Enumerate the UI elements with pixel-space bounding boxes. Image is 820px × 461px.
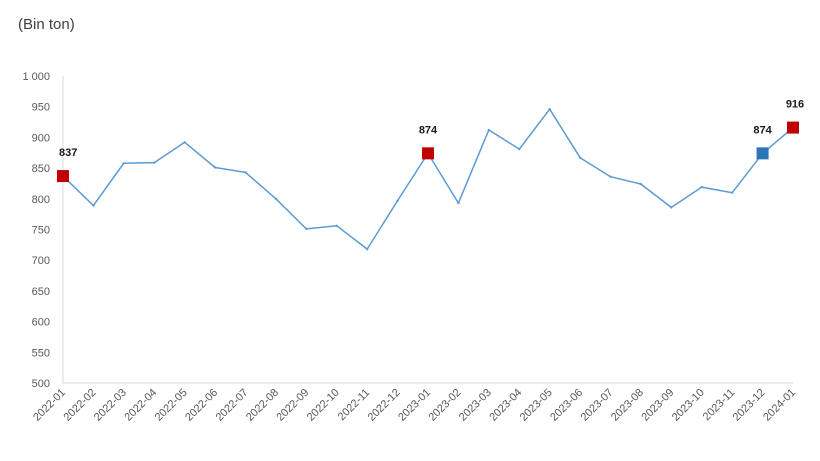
data-point <box>578 156 582 159</box>
data-label: 874 <box>753 124 772 136</box>
data-point <box>396 199 399 202</box>
y-tick-label: 950 <box>32 102 50 114</box>
data-label: 837 <box>59 147 77 159</box>
data-point <box>183 141 186 144</box>
data-point <box>335 224 338 228</box>
y-tick-label: 550 <box>32 347 50 359</box>
x-tick-label: 2022-06 <box>183 387 220 424</box>
x-tick-label: 2023-08 <box>609 387 646 424</box>
data-point <box>487 128 491 132</box>
highlight-marker <box>422 147 434 160</box>
data-point <box>274 197 278 200</box>
x-tick-label: 2023-01 <box>396 387 433 424</box>
x-tick-label: 2023-02 <box>427 387 464 424</box>
x-tick-label: 2024-01 <box>761 387 798 424</box>
y-tick-label: 500 <box>32 378 50 390</box>
x-tick-label: 2022-07 <box>214 387 251 424</box>
x-tick-label: 2023-09 <box>639 387 676 424</box>
x-tick-label: 2023-05 <box>518 387 555 424</box>
data-point <box>518 147 521 151</box>
data-point <box>213 166 217 169</box>
data-labels: 837 874 874 916 <box>59 99 804 160</box>
y-tick-label: 1 000 <box>22 71 50 83</box>
x-tick-label: 2023-06 <box>548 387 585 424</box>
x-tick-label: 2022-03 <box>92 387 129 424</box>
data-point <box>153 161 156 164</box>
y-tick-label: 850 <box>32 163 50 175</box>
data-point <box>609 175 612 178</box>
data-point <box>639 182 643 186</box>
data-label: 874 <box>419 124 438 136</box>
data-point <box>548 107 551 111</box>
highlight-marker <box>57 170 69 183</box>
y-unit-label: (Bin ton) <box>18 16 75 33</box>
x-tick-label: 2023-04 <box>487 387 524 424</box>
data-point <box>244 171 247 174</box>
x-tick-label: 2022-12 <box>366 387 403 424</box>
highlight-marker <box>787 121 799 134</box>
x-tick-label: 2022-04 <box>122 387 159 424</box>
x-tick-label: 2022-05 <box>153 387 190 424</box>
x-tick-label: 2023-12 <box>731 387 768 424</box>
x-tick-label: 2022-08 <box>244 387 281 424</box>
data-point <box>670 206 673 209</box>
data-point <box>305 227 308 231</box>
data-label: 916 <box>786 99 804 111</box>
y-tick-label: 800 <box>32 194 50 206</box>
data-point <box>92 204 95 207</box>
data-point <box>365 247 369 251</box>
x-tick-label: 2022-01 <box>31 387 68 424</box>
x-tick-label: 2022-09 <box>274 387 311 424</box>
x-tick-label: 2022-02 <box>62 387 99 424</box>
highlight-marker <box>756 147 769 160</box>
y-tick-label: 900 <box>32 132 50 144</box>
x-tick-labels: 2022-012022-022022-032022-042022-052022-… <box>31 387 798 424</box>
data-point <box>457 201 460 205</box>
x-tick-label: 2023-10 <box>670 387 707 424</box>
data-point <box>700 185 703 189</box>
data-point <box>730 191 734 194</box>
data-point <box>122 161 126 165</box>
x-tick-label: 2023-07 <box>579 387 616 424</box>
y-tick-label: 600 <box>32 317 50 329</box>
y-tick-label: 650 <box>32 286 50 298</box>
axes <box>62 76 793 384</box>
y-tick-label: 700 <box>32 255 50 267</box>
y-tick-label: 750 <box>32 225 50 237</box>
y-tick-labels: 500 550 600 650 700 750 800 850 900 950 1 000 <box>22 71 50 390</box>
x-tick-label: 2022-10 <box>305 387 342 424</box>
x-tick-label: 2023-03 <box>457 387 494 424</box>
highlight-markers <box>57 121 799 183</box>
